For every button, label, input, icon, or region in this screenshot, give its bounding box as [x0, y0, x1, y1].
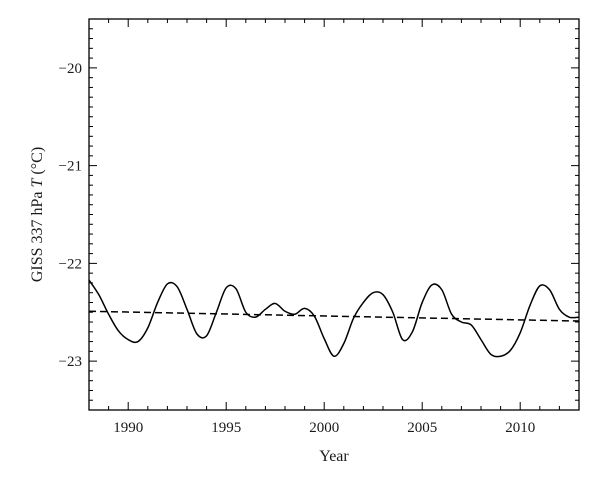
y-tick-label: −23: [59, 354, 82, 370]
x-tick-label: 2010: [505, 420, 535, 436]
y-axis-label: GISS 337 hPa T (°C): [29, 147, 46, 282]
temperature-series-line: [88, 279, 580, 358]
series-lines: [88, 279, 580, 358]
x-tick-label: 2000: [309, 420, 339, 436]
axis-ticks: [88, 18, 580, 411]
x-tick-label: 1995: [211, 420, 241, 436]
x-axis-label: Year: [319, 448, 349, 465]
y-axis-label-unit: (°C): [29, 147, 46, 179]
x-tick-label: 2005: [407, 420, 437, 436]
y-axis-label-variable: T: [29, 177, 46, 187]
y-tick-label: −20: [59, 61, 82, 77]
plot-frame: [88, 18, 580, 411]
trend-line: [88, 310, 580, 322]
x-tick-labels: 1990 1995 2000 2005 2010: [113, 420, 535, 436]
y-tick-labels: −20 −21 −22 −23: [59, 61, 82, 370]
x-tick-label: 1990: [113, 420, 143, 436]
y-tick-label: −22: [59, 256, 82, 272]
y-axis-label-prefix: GISS 337 hPa: [29, 187, 46, 282]
y-tick-label: −21: [59, 159, 82, 175]
